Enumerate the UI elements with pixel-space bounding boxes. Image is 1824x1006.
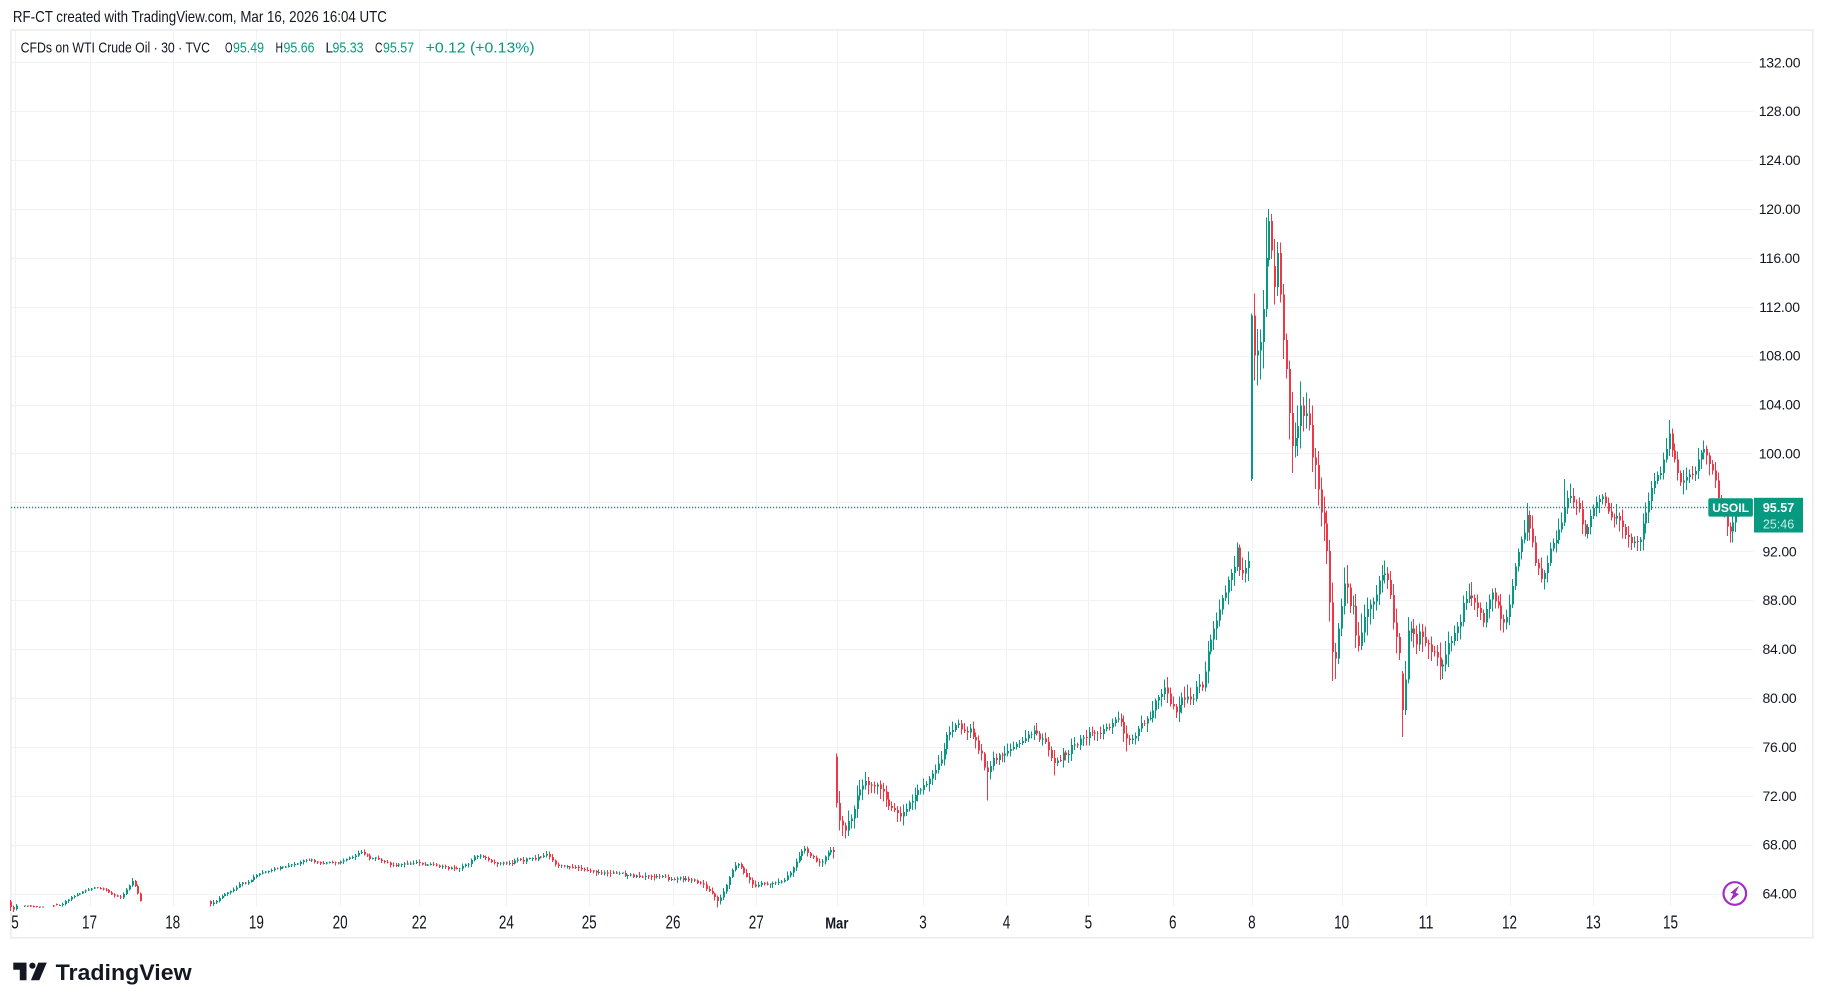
svg-text:25: 25 xyxy=(582,913,597,933)
svg-text:L: L xyxy=(326,40,334,57)
svg-text:10: 10 xyxy=(1334,913,1349,933)
svg-text:108.00: 108.00 xyxy=(1759,348,1801,364)
svg-text:76.00: 76.00 xyxy=(1762,739,1796,755)
svg-text:104.00: 104.00 xyxy=(1759,397,1801,413)
svg-text:20: 20 xyxy=(333,913,348,933)
svg-text:95.57: 95.57 xyxy=(1763,501,1794,515)
svg-text:11: 11 xyxy=(1419,913,1434,933)
svg-text:25:46: 25:46 xyxy=(1763,518,1794,532)
svg-text:15: 15 xyxy=(1663,913,1678,933)
svg-text:3: 3 xyxy=(919,913,927,933)
svg-text:17: 17 xyxy=(82,913,97,933)
svg-text:84.00: 84.00 xyxy=(1762,641,1796,657)
svg-text:19: 19 xyxy=(249,913,264,933)
svg-text:95.57: 95.57 xyxy=(383,40,414,57)
svg-text:124.00: 124.00 xyxy=(1759,152,1801,168)
svg-text:22: 22 xyxy=(412,913,427,933)
svg-text:120.00: 120.00 xyxy=(1759,201,1801,217)
svg-text:12: 12 xyxy=(1502,913,1517,933)
svg-text:132.00: 132.00 xyxy=(1759,54,1801,70)
svg-text:95.33: 95.33 xyxy=(333,40,364,57)
svg-text:128.00: 128.00 xyxy=(1759,103,1801,119)
svg-text:95.49: 95.49 xyxy=(233,40,264,57)
svg-text:68.00: 68.00 xyxy=(1762,837,1796,853)
svg-text:26: 26 xyxy=(666,913,681,933)
svg-text:Mar: Mar xyxy=(825,916,848,933)
svg-text:92.00: 92.00 xyxy=(1762,543,1796,559)
svg-text:USOIL: USOIL xyxy=(1712,501,1749,515)
svg-text:CFDs on WTI Crude Oil · 30 · T: CFDs on WTI Crude Oil · 30 · TVC xyxy=(21,40,211,57)
svg-text:4: 4 xyxy=(1003,913,1011,933)
svg-text:72.00: 72.00 xyxy=(1762,788,1796,804)
svg-text:64.00: 64.00 xyxy=(1762,886,1796,902)
svg-text:24: 24 xyxy=(499,913,514,933)
svg-text:RF-CT created with TradingView: RF-CT created with TradingView.com, Mar … xyxy=(13,9,387,26)
svg-text:H: H xyxy=(276,40,284,57)
svg-text:5: 5 xyxy=(1085,913,1093,933)
svg-text:27: 27 xyxy=(749,913,764,933)
svg-text:88.00: 88.00 xyxy=(1762,592,1796,608)
svg-text:95.66: 95.66 xyxy=(284,40,315,57)
svg-text:+0.12 (+0.13%): +0.12 (+0.13%) xyxy=(426,40,535,57)
svg-text:O: O xyxy=(225,40,233,57)
svg-text:112.00: 112.00 xyxy=(1759,299,1800,315)
svg-text:100.00: 100.00 xyxy=(1759,446,1801,462)
svg-text:TradingView: TradingView xyxy=(56,960,193,985)
svg-text:13: 13 xyxy=(1586,913,1601,933)
svg-text:5: 5 xyxy=(11,913,19,933)
svg-text:80.00: 80.00 xyxy=(1762,690,1796,706)
svg-text:18: 18 xyxy=(165,913,180,933)
svg-text:8: 8 xyxy=(1248,913,1256,933)
svg-text:6: 6 xyxy=(1169,913,1177,933)
svg-text:116.00: 116.00 xyxy=(1759,250,1800,266)
svg-text:C: C xyxy=(375,40,383,57)
